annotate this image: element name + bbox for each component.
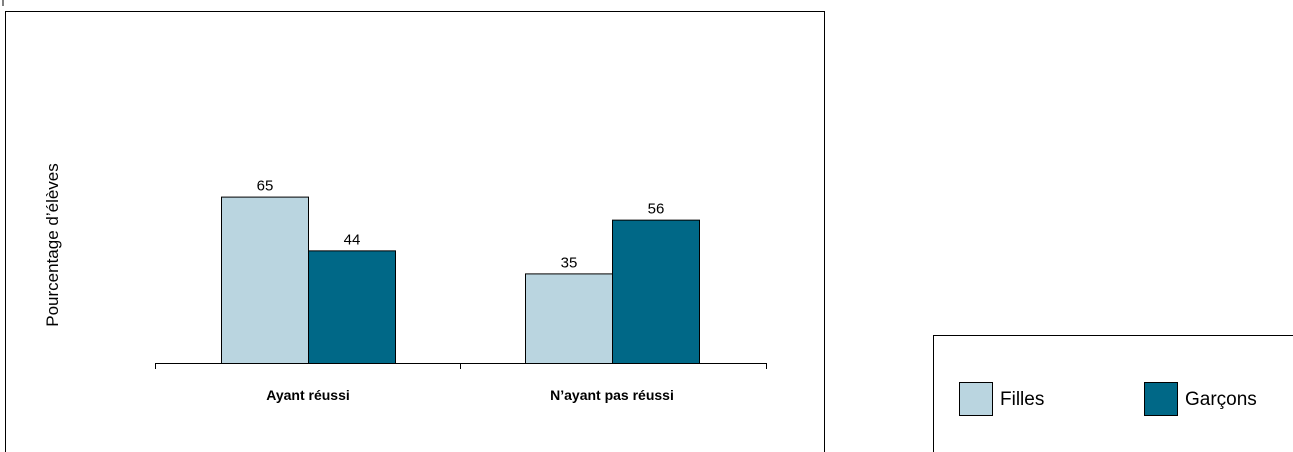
data-label: 35: [561, 254, 578, 271]
legend: Filles Garçons: [933, 335, 1293, 452]
legend-box: [933, 335, 1293, 452]
bar-filles-1: [221, 196, 309, 364]
data-label: 65: [257, 178, 274, 195]
category-label: Ayant réussi: [266, 387, 350, 403]
y-axis-label: Pourcentage d’élèves: [43, 163, 62, 327]
bar-garcons-1: [308, 250, 396, 364]
legend-label: Filles: [1000, 389, 1044, 410]
legend-swatch: [1144, 382, 1178, 416]
bar-garcons-2: [612, 219, 700, 364]
bar-filles-2: [525, 273, 613, 364]
plot-frame: [5, 11, 825, 452]
category-label: N’ayant pas réussi: [550, 387, 674, 403]
legend-swatch: [959, 382, 993, 416]
data-label: 56: [648, 201, 665, 218]
legend-label: Garçons: [1185, 389, 1257, 410]
category-labels: Ayant réussi N’ayant pas réussi: [266, 387, 674, 403]
bars-group: 65 44 35 56: [221, 178, 700, 364]
data-label: 44: [344, 231, 361, 248]
